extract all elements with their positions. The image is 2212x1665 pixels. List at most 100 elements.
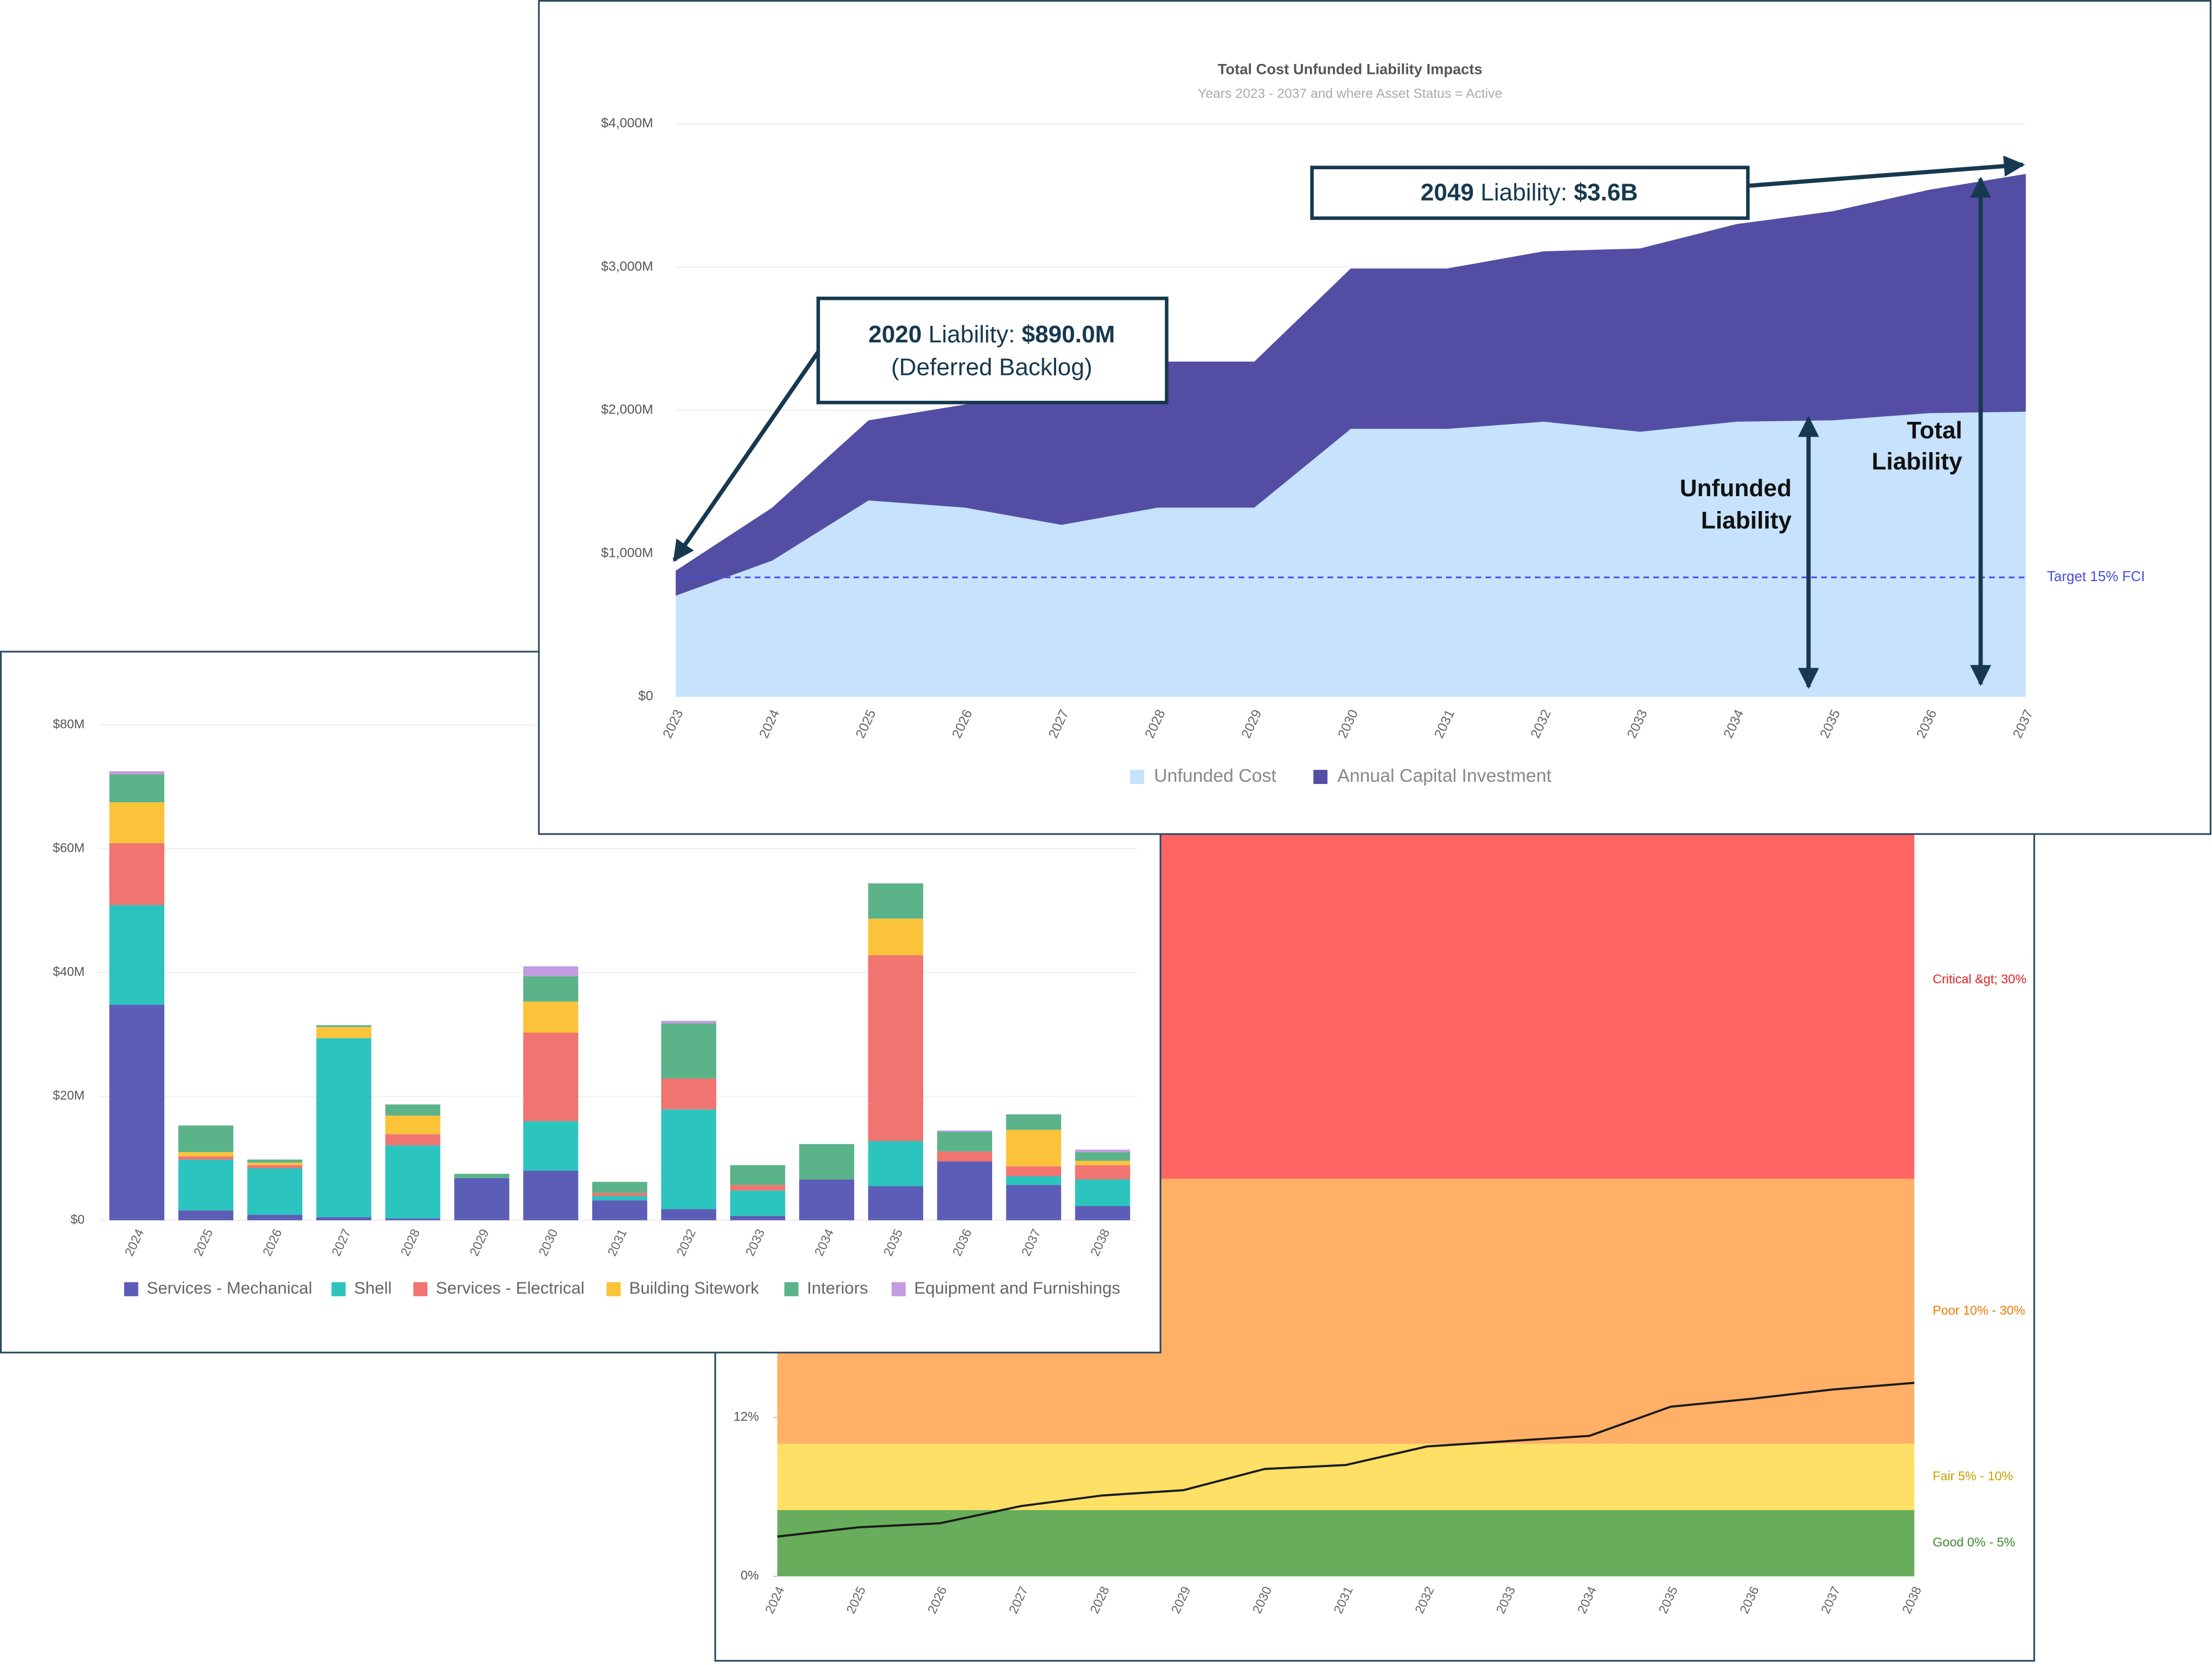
bar-segment	[178, 1125, 234, 1152]
bar-segment	[1075, 1165, 1131, 1180]
target-label: Target 15% FCI	[2047, 569, 2145, 584]
legend-swatch	[331, 1282, 346, 1297]
callout-box	[816, 297, 1169, 405]
chart-title: Total Cost Unfunded Liability Impacts	[1218, 61, 1482, 78]
arrow	[672, 351, 820, 562]
y-tick-label: $0	[71, 1212, 85, 1226]
bar-segment	[385, 1104, 441, 1116]
bar-segment	[316, 1038, 372, 1217]
y-tick-label: 12%	[733, 1409, 759, 1424]
bar-segment	[1075, 1150, 1131, 1152]
bar-segment	[1075, 1161, 1131, 1166]
legend-label: Shell	[354, 1279, 392, 1298]
bar-segment	[316, 1027, 372, 1039]
bar-segment	[592, 1181, 647, 1193]
bar-segment	[730, 1190, 785, 1216]
y-tick-label: $1,000M	[601, 545, 654, 560]
y-tick-label: $80M	[53, 717, 85, 731]
legend-swatch	[413, 1282, 428, 1297]
area	[676, 411, 2026, 697]
y-tick-label: $4,000M	[601, 116, 654, 131]
bar-segment	[316, 1217, 372, 1221]
bar-segment	[316, 1025, 372, 1027]
callout-part: $890.0M	[1022, 322, 1115, 348]
bar-segment	[937, 1130, 993, 1132]
bar-segment	[1075, 1179, 1131, 1206]
bar-segment	[109, 802, 165, 844]
y-tick-label: $60M	[53, 840, 85, 855]
legend-label: Interiors	[807, 1279, 868, 1298]
band-label: Poor 10% - 30%	[1933, 1303, 2026, 1317]
label: Liability	[1872, 448, 1962, 475]
bar-segment	[868, 883, 923, 919]
bar-segment	[1075, 1206, 1131, 1221]
bar-segment	[1075, 1152, 1131, 1161]
callout-part: 2049	[1421, 180, 1474, 206]
bar-segment	[247, 1165, 303, 1168]
callout-part: 2020	[869, 322, 922, 348]
bar-segment	[523, 1121, 579, 1171]
bar-segment	[523, 1032, 579, 1121]
bar-segment	[178, 1152, 234, 1157]
bar-segment	[661, 1209, 716, 1221]
legend-label: Equipment and Furnishings	[914, 1279, 1121, 1298]
bar-segment	[109, 1005, 165, 1221]
band	[777, 1443, 1915, 1510]
bar-segment	[868, 955, 923, 1141]
bar-segment	[661, 1109, 716, 1210]
label: Total	[1907, 417, 1963, 444]
area	[676, 174, 2026, 596]
bar-segment	[592, 1196, 647, 1201]
y-tick-label: $20M	[53, 1088, 85, 1103]
bar-segment	[385, 1218, 441, 1221]
bar-segment	[661, 1078, 716, 1110]
band-label: Critical &gt; 30%	[1933, 972, 2027, 986]
legend-swatch	[124, 1282, 138, 1297]
bar-segment	[178, 1210, 234, 1221]
legend-label: Services - Mechanical	[147, 1279, 312, 1298]
callout-note: (Deferred Backlog)	[891, 354, 1092, 380]
bar-segment	[868, 1186, 923, 1221]
bar-segment	[799, 1144, 854, 1180]
bar-segment	[385, 1134, 441, 1146]
callout-text: 2020 Liability: $890.0M	[869, 322, 1115, 348]
bar-segment	[385, 1115, 441, 1135]
bar-segment	[178, 1156, 234, 1160]
bar-segment	[799, 1179, 854, 1221]
bar-segment	[1006, 1130, 1062, 1167]
y-tick-label: $2,000M	[601, 402, 654, 417]
bar-segment	[592, 1200, 647, 1221]
bar-segment	[592, 1193, 647, 1196]
bar-segment	[247, 1159, 303, 1163]
bar-segment	[1006, 1114, 1062, 1130]
bar-segment	[730, 1185, 785, 1191]
bar-segment	[109, 774, 165, 803]
bar-segment	[661, 1021, 716, 1024]
area-chart: Total Cost Unfunded Liability Impacts Ye…	[538, 0, 2211, 835]
bar-segment	[109, 905, 165, 1005]
line	[777, 1382, 1915, 1538]
bar-segment	[937, 1161, 993, 1221]
bar-segment	[523, 1170, 579, 1221]
callout-part: Liability:	[922, 322, 1021, 348]
bar-segment	[730, 1216, 785, 1221]
bar-segment	[868, 1141, 923, 1186]
legend-swatch	[784, 1282, 799, 1297]
y-tick-label: $40M	[53, 964, 85, 979]
legend-swatch	[891, 1282, 906, 1297]
bar-segment	[523, 1001, 579, 1033]
bar-segment	[1006, 1166, 1062, 1177]
legend-label: Annual Capital Investment	[1337, 766, 1551, 786]
callout-text: 2049 Liability: $3.6B	[1421, 180, 1638, 206]
bar-segment	[523, 966, 579, 976]
legend-label: Services - Electrical	[436, 1279, 584, 1298]
band-label: Good 0% - 5%	[1933, 1535, 2016, 1549]
band-label: Fair 5% - 10%	[1933, 1469, 2013, 1483]
y-tick-label: 0%	[741, 1568, 759, 1582]
bar-segment	[454, 1174, 510, 1178]
annotations: 2049 Liability: $3.6B 2020 Liability: $8…	[672, 155, 2026, 689]
chart-subtitle: Years 2023 - 2037 and where Asset Status…	[1198, 86, 1502, 101]
legend-swatch	[1313, 770, 1328, 784]
